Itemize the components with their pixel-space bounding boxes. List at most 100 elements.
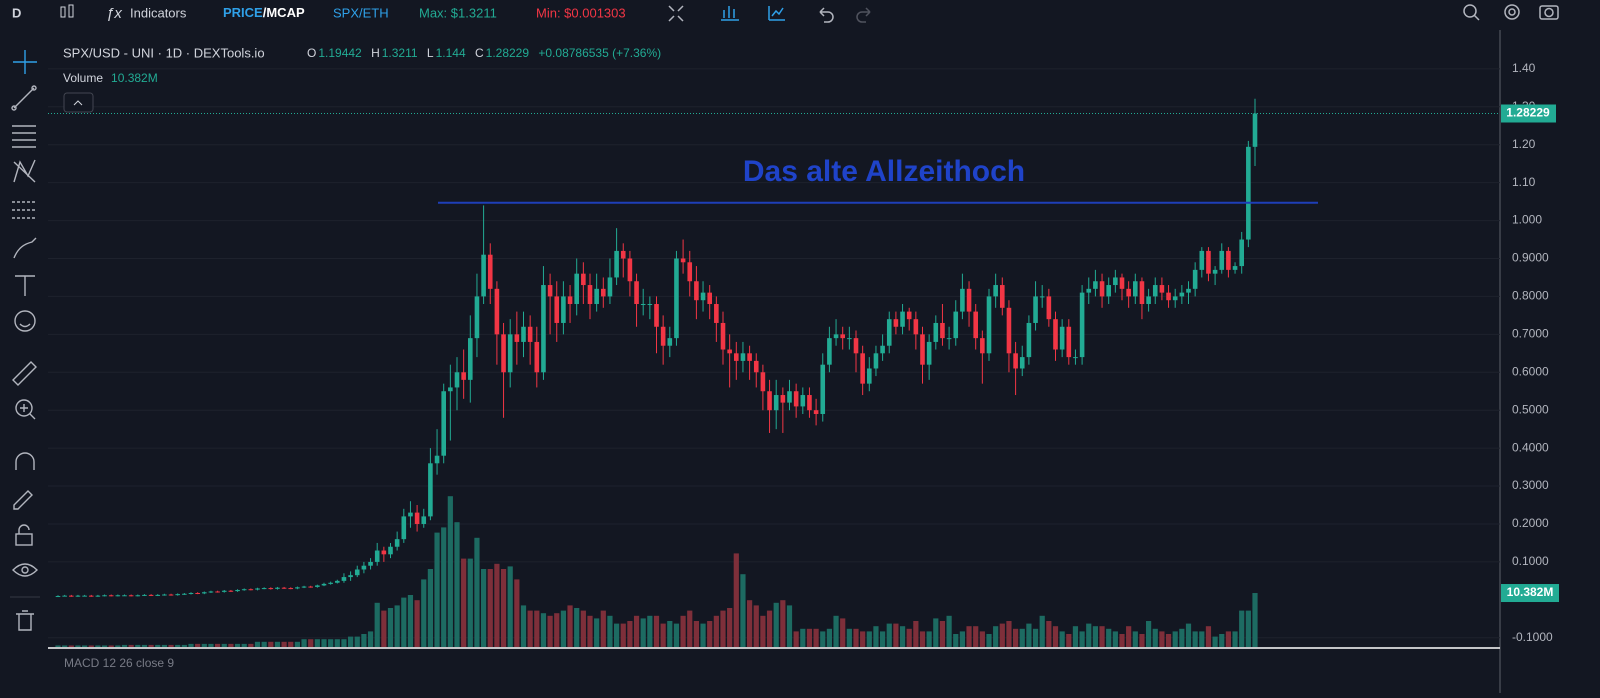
collapse-button[interactable] <box>63 92 94 113</box>
candle-body <box>142 594 147 596</box>
volume-bar <box>1026 623 1032 647</box>
bars-icon[interactable] <box>721 6 739 21</box>
candle-body <box>1013 353 1018 369</box>
volume-bar <box>141 644 148 647</box>
volume-bar <box>467 558 473 647</box>
brush-tool[interactable] <box>13 237 37 259</box>
volume-bar <box>328 639 334 647</box>
pattern-tool[interactable] <box>13 159 36 183</box>
candle-body <box>135 595 141 597</box>
volume-bar <box>520 605 527 647</box>
line-tool[interactable] <box>13 87 35 109</box>
volume-bar <box>1179 628 1185 647</box>
volume-bar <box>1032 628 1039 647</box>
lock-draw-tool[interactable] <box>13 490 33 510</box>
lock-tool[interactable] <box>15 533 33 546</box>
magnet-tool[interactable] <box>15 452 35 470</box>
candle-body <box>727 349 732 354</box>
volume-bar <box>753 605 759 647</box>
candle-body <box>441 391 446 456</box>
candle-body <box>281 587 287 589</box>
candle-body <box>601 288 606 297</box>
y-tick-label: 1.40 <box>1512 61 1536 75</box>
volume-bar <box>793 631 799 647</box>
volume-bar <box>713 615 719 647</box>
candle-body <box>514 334 520 342</box>
settings-icon[interactable] <box>1504 4 1520 20</box>
volume-bar <box>68 645 74 647</box>
candle-body <box>454 372 460 388</box>
price-badge-label: 1.28229 <box>1506 106 1550 120</box>
candle-body <box>880 345 885 354</box>
toolbar-icons <box>668 4 1559 23</box>
projection-tool[interactable] <box>12 201 36 219</box>
volume-legend: Volume 10.382M <box>63 71 158 85</box>
candle-icon[interactable] <box>60 4 74 18</box>
volume-bar <box>387 608 394 647</box>
candle-body <box>554 296 560 323</box>
ruler-tool[interactable] <box>12 361 37 386</box>
volume-bar <box>959 631 965 647</box>
zoom-tool[interactable] <box>15 399 33 417</box>
indicators-button[interactable]: Indicators <box>130 5 187 20</box>
volume-bar <box>401 597 407 647</box>
redo-icon[interactable] <box>856 7 871 23</box>
candle-body <box>820 364 826 414</box>
volume-bar <box>707 621 713 647</box>
volume-bar <box>534 610 540 647</box>
volume-bar <box>540 613 547 647</box>
y-tick-label: 0.4000 <box>1512 440 1549 454</box>
emoji-tool[interactable] <box>14 310 36 332</box>
candle-body <box>694 281 699 301</box>
volume-bar <box>201 643 207 647</box>
candle-body <box>1239 239 1244 267</box>
visibility-tool[interactable] <box>12 563 38 577</box>
candle-body <box>1166 292 1171 301</box>
volume-bar <box>301 639 307 647</box>
undo-icon[interactable] <box>819 7 834 23</box>
candle-body <box>1199 250 1205 270</box>
pair-button[interactable]: SPX/ETH <box>333 5 389 20</box>
text-tool[interactable] <box>15 275 35 296</box>
search-icon[interactable] <box>1463 4 1477 18</box>
candle-body <box>1252 113 1258 147</box>
candle-body <box>787 391 792 403</box>
screenshot-icon[interactable] <box>1539 5 1559 20</box>
candle-body <box>1106 285 1111 297</box>
volume-bar <box>899 626 906 647</box>
volume-bar <box>1119 634 1125 647</box>
candle-body <box>168 594 174 596</box>
crosshair-tool[interactable] <box>13 50 37 74</box>
candle-body <box>261 588 267 590</box>
candle-body <box>953 311 959 339</box>
volume-bar <box>1079 631 1085 647</box>
delete-tool[interactable] <box>16 610 34 631</box>
volume-bar <box>600 610 606 647</box>
volume-bar <box>88 645 94 647</box>
volume-bar <box>926 631 932 647</box>
candle-body <box>1119 277 1125 289</box>
candle-body <box>847 338 852 340</box>
fullscreen-icon[interactable] <box>668 5 684 22</box>
volume-bar <box>1126 626 1132 647</box>
volume-bar <box>381 610 387 647</box>
volume-bar <box>367 631 374 647</box>
volume-bar <box>693 621 699 647</box>
collapse-icon <box>73 100 83 106</box>
volume-bar <box>261 641 267 647</box>
candle-body <box>88 595 94 597</box>
interval[interactable]: D <box>12 5 21 20</box>
candle-body <box>414 512 420 524</box>
volume-bar <box>640 618 646 647</box>
compare-icon[interactable] <box>768 6 785 21</box>
close-value: 1.28229 <box>486 46 530 60</box>
candle-body <box>993 285 998 297</box>
volume-bar <box>321 639 327 647</box>
fib-tool[interactable] <box>12 125 36 148</box>
volume-bar <box>1159 631 1165 647</box>
candle-body <box>394 539 400 547</box>
volume-bar <box>786 605 793 647</box>
candle-body <box>740 353 746 361</box>
volume-bar <box>221 643 227 647</box>
price-mode[interactable]: PRICE/MCAP <box>223 5 305 20</box>
